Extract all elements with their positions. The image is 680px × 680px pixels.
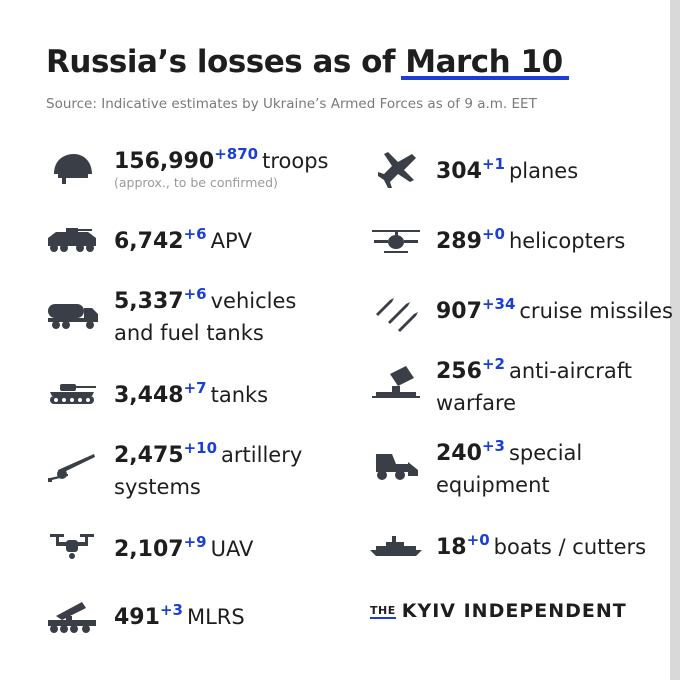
apv-delta: +6 (183, 225, 207, 243)
uav-stat: 2,107+9 UAV (114, 533, 254, 566)
title-date-text: March 10 (405, 44, 563, 80)
right-border (670, 0, 680, 680)
brand-logo: THE KYIV INDEPENDENT (370, 600, 627, 622)
special-value: 240 (436, 441, 482, 466)
planes-stat: 304+1 planes (436, 155, 579, 188)
tanks-value: 3,448 (114, 383, 184, 408)
vehicles-label-line2: and fuel tanks (114, 321, 264, 345)
mlrs-label: MLRS (186, 605, 245, 629)
brand-the: THE (370, 604, 396, 619)
planes-value: 304 (436, 159, 482, 184)
apv-stat: 6,742+6 APV (114, 225, 253, 258)
antiair-delta: +2 (481, 355, 505, 373)
uav-value: 2,107 (114, 537, 184, 562)
missiles-stat: 907+34 cruise missiles (436, 295, 673, 328)
helmet-icon (44, 148, 100, 188)
boats-label: boats / cutters (493, 535, 647, 559)
troops-value: 156,990 (114, 149, 215, 174)
fuel-truck-icon (44, 294, 100, 334)
title-date: March 10 (401, 44, 569, 80)
mlrs-value: 491 (114, 605, 160, 630)
uav-label: UAV (210, 537, 254, 561)
antiair-label-line2: warfare (436, 391, 517, 415)
special-label-line2: equipment (436, 473, 550, 497)
boats-value: 18 (436, 535, 467, 560)
special-stat: 240+3 special equipment (436, 437, 583, 500)
artillery-icon (44, 448, 100, 488)
vehicles-value: 5,337 (114, 289, 184, 314)
tanks-stat: 3,448+7 tanks (114, 379, 269, 412)
apv-icon (44, 220, 100, 260)
artillery-stat: 2,475+10 artillery systems (114, 439, 303, 502)
troops-stat: 156,990+870 troops (approx., to be confir… (114, 145, 329, 190)
antiair-label-line1: anti-aircraft (508, 359, 632, 383)
jet-icon (368, 150, 424, 190)
artillery-value: 2,475 (114, 443, 184, 468)
vehicles-label-line1: vehicles (210, 289, 297, 313)
antiair-stat: 256+2 anti-aircraft warfare (436, 355, 632, 418)
apv-value: 6,742 (114, 229, 184, 254)
special-delta: +3 (481, 437, 505, 455)
troops-note: (approx., to be confirmed) (114, 175, 278, 190)
missiles-delta: +34 (481, 295, 516, 313)
artillery-label-line1: artillery (221, 443, 303, 467)
mlrs-icon (44, 596, 100, 636)
tanks-label: tanks (210, 383, 269, 407)
missiles-icon (368, 292, 424, 332)
boats-stat: 18+0 boats / cutters (436, 531, 647, 564)
ship-icon (368, 526, 424, 566)
helicopters-stat: 289+0 helicopters (436, 225, 626, 258)
planes-label: planes (508, 159, 579, 183)
source-note: Source: Indicative estimates by Ukraine’… (46, 96, 537, 112)
tank-icon (44, 374, 100, 414)
helicopters-label: helicopters (508, 229, 626, 253)
drone-icon (44, 526, 100, 566)
troops-delta: +870 (214, 145, 259, 163)
helicopter-icon (368, 222, 424, 262)
vehicles-stat: 5,337+6 vehicles and fuel tanks (114, 285, 297, 348)
brand-name: KYIV INDEPENDENT (401, 600, 627, 622)
loader-icon (368, 444, 424, 484)
anti-aircraft-icon (368, 364, 424, 404)
tanks-delta: +7 (183, 379, 207, 397)
artillery-delta: +10 (183, 439, 218, 457)
apv-label: APV (210, 229, 253, 253)
missiles-value: 907 (436, 299, 482, 324)
page-title: Russia’s losses as of March 10 (46, 44, 569, 80)
helicopters-delta: +0 (481, 225, 505, 243)
title-underline (401, 76, 569, 80)
boats-delta: +0 (466, 531, 490, 549)
missiles-label: cruise missiles (519, 299, 673, 323)
helicopters-value: 289 (436, 229, 482, 254)
vehicles-delta: +6 (183, 285, 207, 303)
planes-delta: +1 (481, 155, 505, 173)
title-prefix: Russia’s losses as of (46, 44, 406, 80)
antiair-value: 256 (436, 359, 482, 384)
artillery-label-line2: systems (114, 475, 201, 499)
troops-label: troops (262, 149, 329, 173)
special-label-line1: special (508, 441, 583, 465)
mlrs-delta: +3 (159, 601, 183, 619)
mlrs-stat: 491+3 MLRS (114, 601, 245, 634)
uav-delta: +9 (183, 533, 207, 551)
